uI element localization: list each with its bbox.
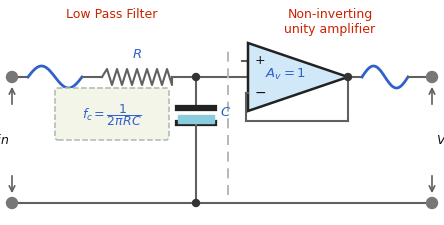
Text: $A_v = 1$: $A_v = 1$	[266, 66, 306, 81]
Text: −: −	[255, 86, 267, 99]
Text: Non-inverting
unity amplifier: Non-inverting unity amplifier	[285, 8, 376, 36]
Bar	[178, 115, 214, 124]
Text: Low Pass Filter: Low Pass Filter	[66, 8, 158, 21]
Text: R: R	[132, 48, 142, 61]
Circle shape	[427, 198, 437, 209]
Text: Vout: Vout	[436, 134, 444, 147]
Circle shape	[427, 72, 437, 83]
FancyBboxPatch shape	[55, 89, 169, 140]
Text: $f_c = \dfrac{1}{2\pi RC}$: $f_c = \dfrac{1}{2\pi RC}$	[82, 102, 142, 127]
Circle shape	[193, 74, 199, 81]
Circle shape	[7, 198, 17, 209]
Polygon shape	[248, 44, 348, 112]
Text: Vin: Vin	[0, 134, 9, 147]
Text: C: C	[220, 106, 229, 119]
Text: +: +	[255, 54, 266, 67]
Circle shape	[193, 200, 199, 207]
Circle shape	[345, 74, 352, 81]
Circle shape	[7, 72, 17, 83]
